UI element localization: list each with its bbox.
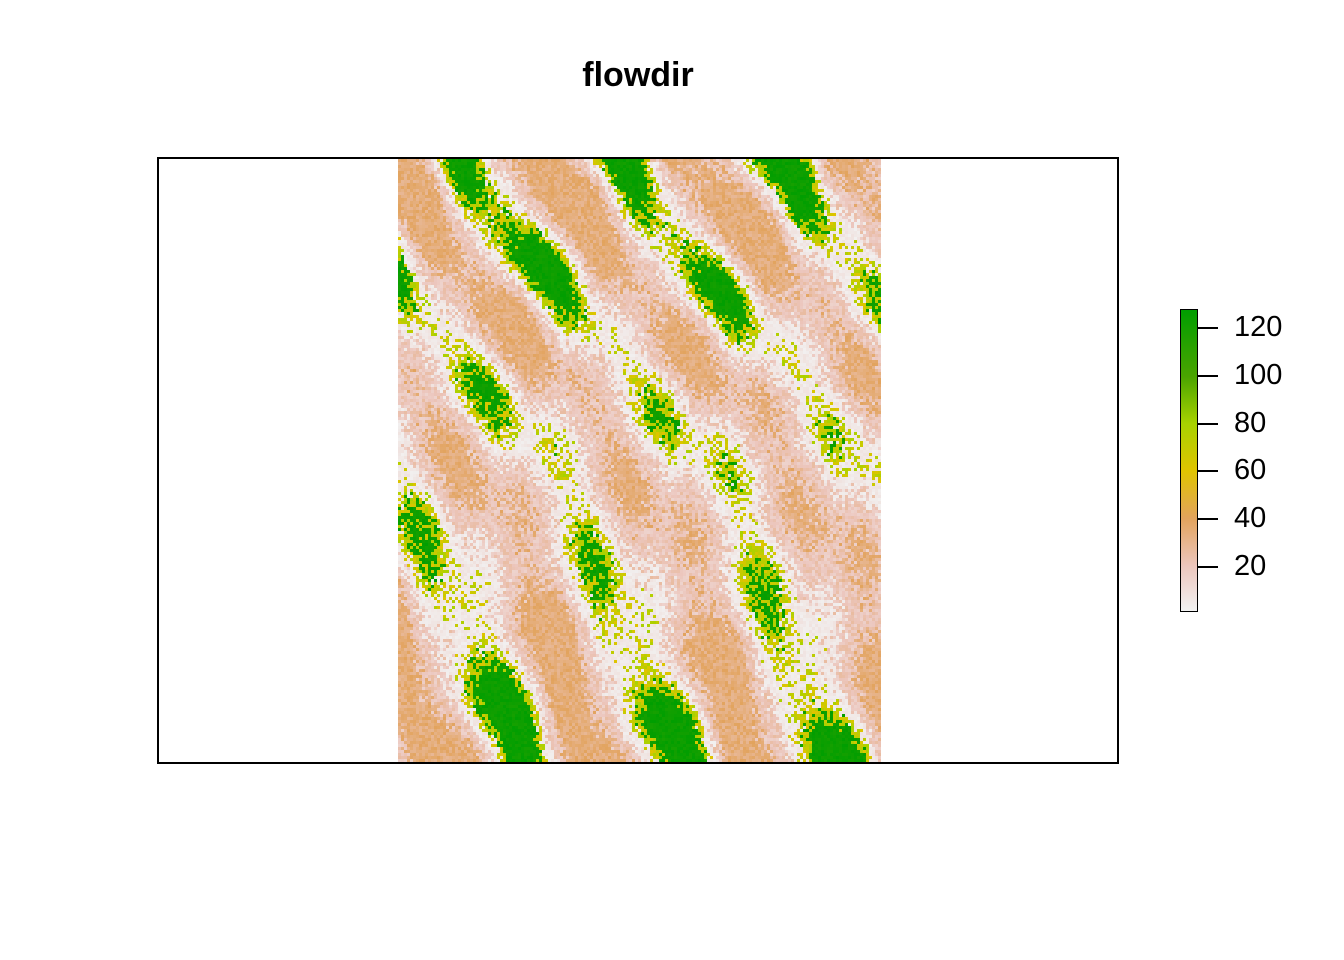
legend-tick — [1198, 470, 1218, 473]
legend-tick — [1198, 374, 1218, 377]
legend-tick-label: 80 — [1234, 406, 1267, 439]
legend-tick — [1198, 422, 1218, 425]
plot-title: flowdir — [582, 56, 694, 94]
flowdir-raster — [398, 159, 881, 762]
legend-tick-label: 100 — [1234, 358, 1283, 391]
legend-tick — [1198, 327, 1218, 330]
legend-color-bar — [1180, 309, 1198, 612]
legend-tick-label: 20 — [1234, 549, 1267, 582]
legend-ticks: 120 100 80 60 40 20 — [1198, 0, 1344, 960]
legend-tick-label: 40 — [1234, 501, 1267, 534]
legend-tick — [1198, 517, 1218, 520]
legend-tick-label: 120 — [1234, 311, 1283, 344]
legend-tick — [1198, 565, 1218, 568]
legend-tick-label: 60 — [1234, 454, 1267, 487]
